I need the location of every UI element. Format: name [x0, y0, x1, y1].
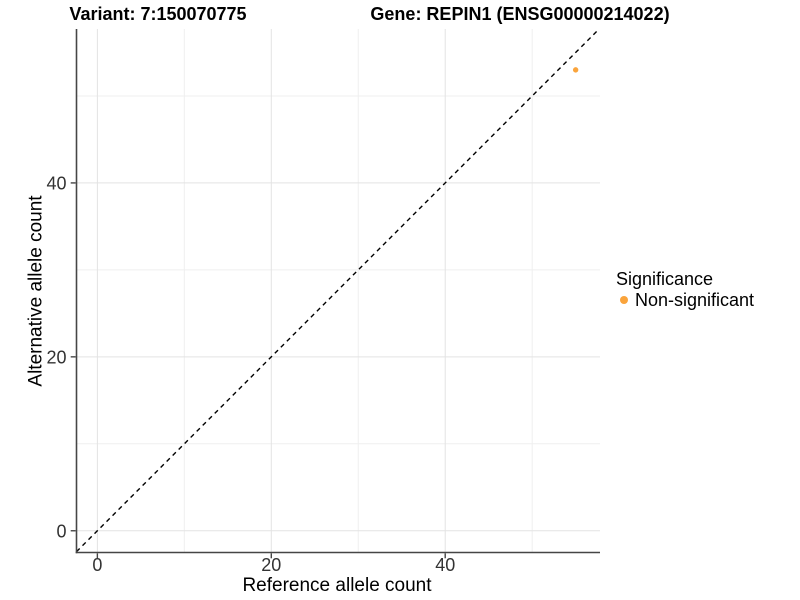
- legend-item: Non-significant: [616, 290, 754, 310]
- x-tick-label: 0: [92, 555, 102, 575]
- y-tick-label: 20: [46, 347, 66, 367]
- y-tick-label: 40: [46, 173, 66, 193]
- identity-line: [76, 28, 600, 553]
- gene-title: Gene: REPIN1 (ENSG00000214022): [370, 4, 670, 24]
- legend-item-label: Non-significant: [635, 290, 755, 310]
- legend: Significance Non-significant: [616, 269, 754, 310]
- y-axis-title: Alternative allele count: [25, 195, 47, 387]
- y-tick-label: 0: [56, 521, 66, 541]
- legend-title: Significance: [616, 269, 714, 289]
- variant-title: Variant: 7:150070775: [69, 4, 247, 24]
- point-marker-icon: [620, 296, 628, 304]
- x-tick-label: 40: [435, 555, 455, 575]
- x-tick-label: 20: [261, 555, 281, 575]
- x-axis-title: Reference allele count: [242, 575, 432, 596]
- data-point: [572, 67, 579, 73]
